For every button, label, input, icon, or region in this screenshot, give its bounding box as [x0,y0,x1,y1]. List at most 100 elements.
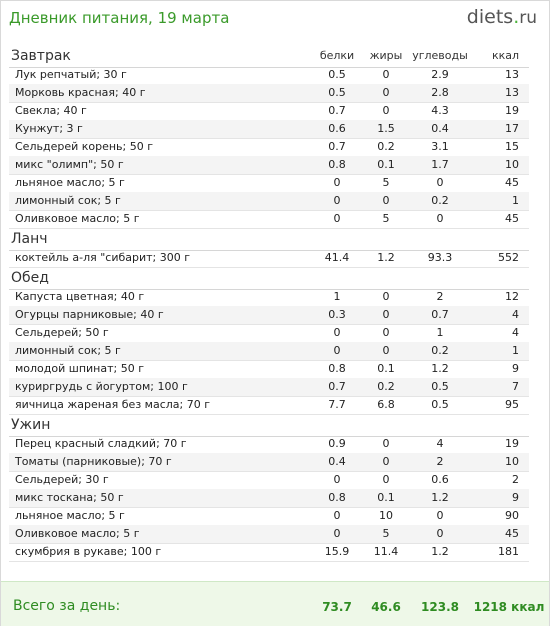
kcal-value: 10 [505,455,519,468]
food-row: микс тоскана; 50 г 0.8 0.1 1.2 9 [9,489,529,508]
food-name: лимонный сок; 5 г [15,344,121,357]
food-name: Сельдерей корень; 50 г [15,140,154,153]
kcal-value: 4 [512,308,519,321]
section-title: Ланч [11,231,48,247]
kcal-value: 13 [505,68,519,81]
section-header: Ланч [9,228,529,251]
food-row: коктейль а-ля "сибарит; 300 г 41.4 1.2 93.3… [9,249,529,268]
protein-value: 0.6 [328,122,346,135]
fat-value: 0 [382,308,390,321]
section-header: Завтрак белки жиры углеводы ккал [9,45,529,68]
food-name: микс тоскана; 50 г [15,491,124,504]
food-row: льняное масло; 5 г 0 10 0 90 [9,507,529,526]
food-row: Томаты (парниковые); 70 г 0.4 0 2 10 [9,453,529,472]
protein-value: 0.8 [328,158,346,171]
food-name: Свекла; 40 г [15,104,87,117]
fat-value: 5 [382,212,390,225]
protein-value: 0.5 [328,68,346,81]
food-name: Кунжут; 3 г [15,122,83,135]
kcal-value: 9 [512,362,519,375]
kcal-value: 10 [505,158,519,171]
food-name: Лук репчатый; 30 г [15,68,127,81]
col-carbs-header: углеводы [412,49,468,62]
protein-value: 0 [333,344,341,357]
carbs-value: 0.7 [431,308,449,321]
fat-value: 0.2 [377,140,395,153]
food-name: Перец красный сладкий; 70 г [15,437,187,450]
kcal-value: 13 [505,86,519,99]
fat-value: 5 [382,176,390,189]
food-name: куриргрудь с йогуртом; 100 г [15,380,188,393]
logo-tld: ru [519,8,537,28]
carbs-value: 2 [436,455,444,468]
protein-value: 0 [333,527,341,540]
food-row: Сельдерей; 50 г 0 0 1 4 [9,324,529,343]
food-name: Оливковое масло; 5 г [15,527,140,540]
protein-value: 0 [333,326,341,339]
fat-value: 0 [382,86,390,99]
site-logo[interactable]: diets.ru [467,6,537,28]
protein-value: 0.7 [328,140,346,153]
protein-value: 0.7 [328,104,346,117]
food-name: Сельдерей; 30 г [15,473,109,486]
carbs-value: 1.2 [431,362,449,375]
fat-value: 0.2 [377,380,395,393]
food-row: Морковь красная; 40 г 0.5 0 2.8 13 [9,84,529,103]
food-row: Оливковое масло; 5 г 0 5 0 45 [9,525,529,544]
fat-value: 5 [382,527,390,540]
total-bar: Всего за день: 73.7 46.6 123.8 1218 ккал [1,581,549,626]
kcal-value: 95 [505,398,519,411]
total-label: Всего за день: [13,598,121,614]
carbs-value: 0.2 [431,194,449,207]
total-carbs: 123.8 [421,600,459,614]
fat-value: 0 [382,473,390,486]
protein-value: 15.9 [324,545,350,558]
protein-value: 0.9 [328,437,346,450]
kcal-value: 181 [498,545,519,558]
carbs-value: 1 [436,326,444,339]
header: Дневник питания, 19 марта diets.ru [1,1,549,37]
protein-value: 0 [333,212,341,225]
carbs-value: 0.5 [431,398,449,411]
food-name: Сельдерей; 50 г [15,326,109,339]
kcal-value: 19 [505,437,519,450]
kcal-value: 90 [505,509,519,522]
carbs-value: 0.2 [431,344,449,357]
kcal-value: 45 [505,212,519,225]
kcal-value: 552 [498,251,519,264]
total-protein: 73.7 [322,600,352,614]
food-row: куриргрудь с йогуртом; 100 г 0.7 0.2 0.5 7 [9,378,529,397]
fat-value: 0 [382,344,390,357]
food-row: льняное масло; 5 г 0 5 0 45 [9,174,529,193]
page-title: Дневник питания, 19 марта [9,9,230,27]
food-row: Лук репчатый; 30 г 0.5 0 2.9 13 [9,66,529,85]
fat-value: 0 [382,437,390,450]
carbs-value: 0 [436,176,444,189]
fat-value: 0 [382,455,390,468]
food-row: молодой шпинат; 50 г 0.8 0.1 1.2 9 [9,360,529,379]
kcal-value: 2 [512,473,519,486]
protein-value: 7.7 [328,398,346,411]
fat-value: 0 [382,194,390,207]
fat-value: 1.2 [377,251,395,264]
food-row: Сельдерей корень; 50 г 0.7 0.2 3.1 15 [9,138,529,157]
carbs-value: 0.6 [431,473,449,486]
food-name: Морковь красная; 40 г [15,86,146,99]
kcal-value: 4 [512,326,519,339]
carbs-value: 4 [436,437,444,450]
kcal-value: 1 [512,344,519,357]
food-row: Свекла; 40 г 0.7 0 4.3 19 [9,102,529,121]
section-title: Обед [11,270,49,286]
section-header: Обед [9,267,529,290]
fat-value: 0 [382,290,390,303]
kcal-value: 9 [512,491,519,504]
kcal-value: 12 [505,290,519,303]
carbs-value: 2.9 [431,68,449,81]
kcal-value: 17 [505,122,519,135]
food-row: яичница жареная без масла; 70 г 7.7 6.8 0.5… [9,396,529,415]
carbs-value: 2 [436,290,444,303]
food-name: микс "олимп"; 50 г [15,158,124,171]
protein-value: 0 [333,509,341,522]
kcal-value: 7 [512,380,519,393]
food-row: Кунжут; 3 г 0.6 1.5 0.4 17 [9,120,529,139]
